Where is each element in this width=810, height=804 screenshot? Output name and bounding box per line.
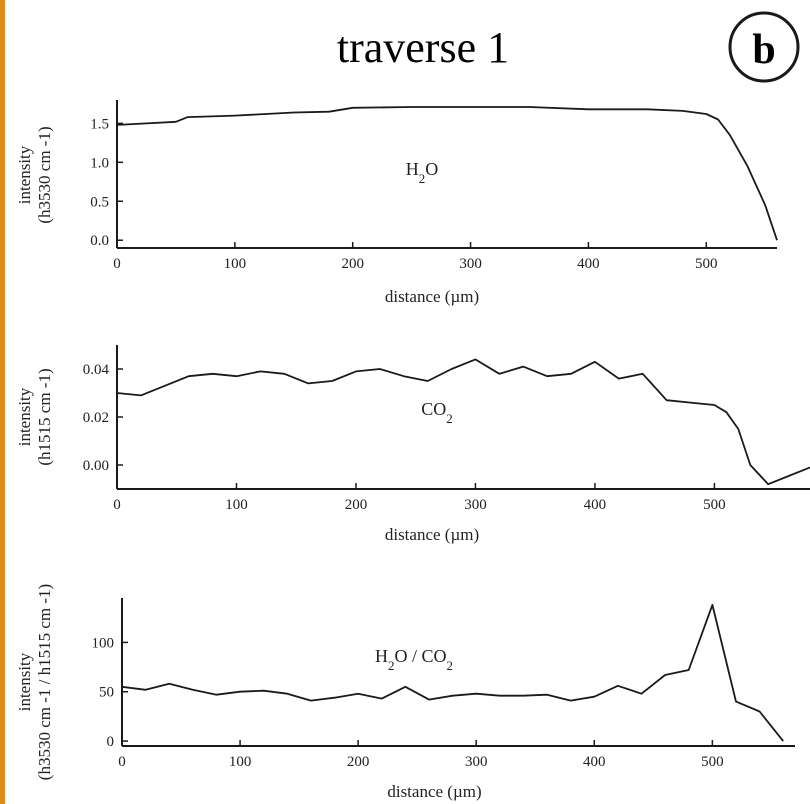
series-annotation: CO2 <box>421 399 453 426</box>
x-tick-label: 300 <box>459 256 482 272</box>
panel-badge-circle <box>728 11 800 83</box>
y-tick-label: 0.5 <box>90 194 109 210</box>
y-tick-label: 50 <box>99 685 114 701</box>
x-axis-label: distance (µm) <box>385 287 479 306</box>
y-axis-label: intensity (h1515 cm -1) <box>15 368 54 465</box>
y-axis-label-line-1: intensity <box>15 387 34 446</box>
y-tick-label: 0.0 <box>90 233 109 249</box>
x-tick-label: 0 <box>113 256 121 272</box>
x-axis-label: distance (µm) <box>385 525 479 544</box>
y-tick-label: 100 <box>92 635 115 651</box>
y-tick-label: 0.04 <box>83 362 110 378</box>
y-axis-label-line-2: (h3530 cm -1) <box>35 126 54 223</box>
x-tick-label: 300 <box>465 754 488 770</box>
y-axis-label-line-2: (h3530 cm -1 / h1515 cm -1) <box>35 584 54 780</box>
y-tick-label: 0 <box>107 734 115 750</box>
x-tick-label: 0 <box>113 497 121 513</box>
y-axis-label-line-1: intensity <box>15 652 34 711</box>
series-annotation: H2O <box>406 159 439 186</box>
x-tick-label: 100 <box>229 754 252 770</box>
x-tick-label: 200 <box>347 754 370 770</box>
x-tick-label: 0 <box>118 754 126 770</box>
panel-badge: b <box>728 11 800 83</box>
data-series-line <box>116 358 810 486</box>
x-axis-label: distance (µm) <box>387 782 481 801</box>
y-tick-label: 0.00 <box>83 458 109 474</box>
x-tick-label: 400 <box>577 256 600 272</box>
co2-intensity-plot: 0 100 200 300 400 500 0.00 0.02 0.04 CO2 distance … <box>15 345 810 544</box>
y-axis-label: intensity (h3530 cm -1 / h1515 cm -1) <box>15 584 54 780</box>
figure-title: traverse 1 <box>337 23 509 72</box>
y-tick-label: 1.0 <box>90 155 109 171</box>
x-tick-label: 500 <box>695 256 718 272</box>
x-tick-label: 100 <box>224 256 247 272</box>
data-series-line <box>116 106 778 241</box>
x-tick-label: 200 <box>345 497 368 513</box>
panel-label: b <box>752 27 775 73</box>
x-tick-label: 200 <box>341 256 364 272</box>
series-annotation: H2O / CO2 <box>375 646 453 673</box>
y-axis-label: intensity (h3530 cm -1) <box>15 126 54 223</box>
x-tick-label: 400 <box>583 754 606 770</box>
data-series-line <box>121 604 784 742</box>
x-tick-label: 500 <box>701 754 724 770</box>
h2o-co2-ratio-plot: 0 100 200 300 400 500 0 50 100 H2O / CO2 distance … <box>15 584 795 801</box>
figure-edge-strip <box>0 0 5 804</box>
x-tick-label: 300 <box>464 497 487 513</box>
h2o-intensity-plot: 0 100 200 300 400 500 0.0 0.5 1.0 1.5 H2O distance … <box>15 100 778 306</box>
x-tick-label: 500 <box>703 497 726 513</box>
y-axis-label-line-2: (h1515 cm -1) <box>35 368 54 465</box>
y-tick-label: 1.5 <box>90 116 109 132</box>
y-tick-label: 0.02 <box>83 410 109 426</box>
x-tick-label: 400 <box>584 497 607 513</box>
x-tick-label: 100 <box>225 497 248 513</box>
y-axis-label-line-1: intensity <box>15 145 34 204</box>
